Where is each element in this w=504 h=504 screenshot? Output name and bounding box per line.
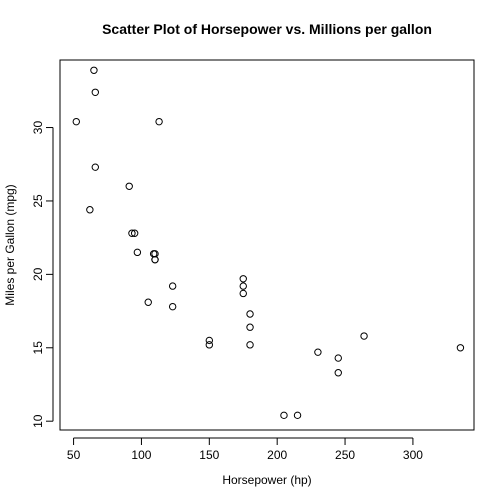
data-point [239, 282, 247, 290]
data-point [130, 229, 139, 237]
data-point [90, 66, 98, 74]
data-point [239, 289, 247, 298]
y-tick-label: 15 [31, 341, 45, 355]
data-point [91, 163, 99, 171]
data-point [246, 341, 254, 349]
y-axis: 10 15 20 25 30 [31, 121, 54, 428]
x-tick-label: 300 [403, 448, 423, 462]
data-point [133, 248, 142, 257]
x-tick-label: 50 [67, 448, 81, 462]
data-point [91, 88, 99, 97]
y-tick-label: 10 [31, 414, 45, 428]
data-points [72, 66, 465, 420]
x-tick-label: 200 [267, 448, 287, 462]
data-point [293, 411, 302, 420]
data-point [125, 182, 133, 190]
data-point [144, 298, 152, 306]
chart-title: Scatter Plot of Horsepower vs. Millions … [102, 21, 432, 37]
x-tick-label: 250 [335, 448, 355, 462]
y-tick-label: 25 [31, 194, 45, 208]
data-point [334, 369, 342, 377]
data-point [280, 411, 288, 420]
x-tick-label: 100 [131, 448, 151, 462]
data-point [314, 348, 322, 356]
data-point [334, 354, 342, 362]
data-point [168, 302, 177, 311]
data-point [128, 229, 136, 237]
data-point [246, 310, 254, 318]
data-point [246, 323, 254, 331]
data-point [86, 206, 94, 214]
x-tick-label: 150 [199, 448, 219, 462]
y-tick-label: 30 [31, 121, 45, 135]
plot-area-frame [59, 59, 475, 431]
x-axis-label: Horsepower (hp) [222, 473, 311, 487]
data-point [456, 344, 465, 352]
data-point [149, 250, 158, 258]
data-point [205, 336, 214, 345]
data-point [205, 341, 214, 349]
data-point [155, 117, 163, 126]
data-point [239, 275, 247, 283]
y-tick-label: 20 [31, 267, 45, 281]
y-axis-label: Miles per Gallon (mpg) [3, 184, 17, 305]
data-point [360, 332, 368, 340]
data-point [72, 117, 80, 126]
x-axis: 50 100 150 200 250 300 [67, 437, 423, 462]
data-point [168, 282, 177, 290]
